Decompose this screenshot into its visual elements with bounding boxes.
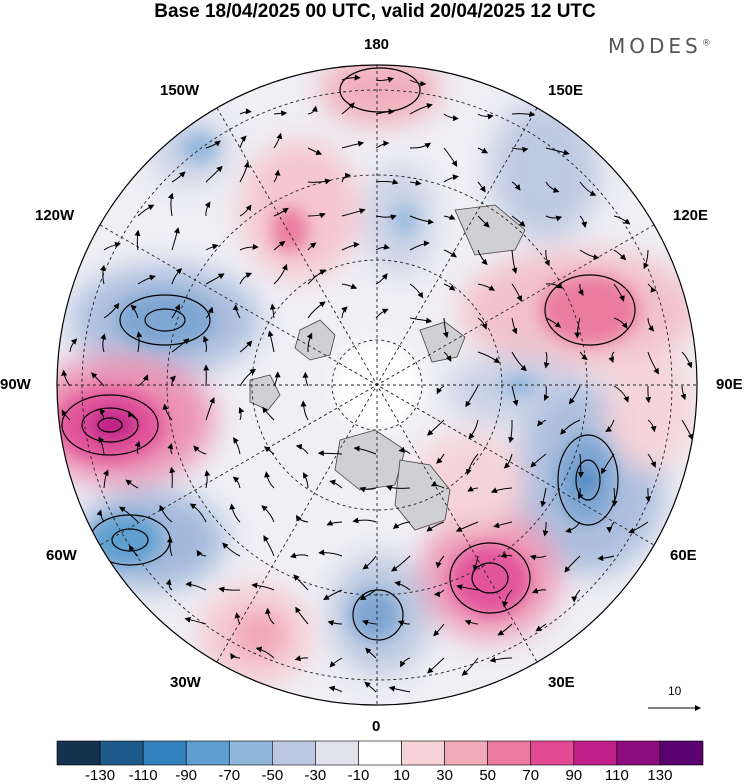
- colorbar-tick-label: 90: [565, 767, 582, 784]
- anomaly-field: [0, 0, 750, 740]
- reference-vector-label: 10: [668, 684, 681, 698]
- polar-map: [0, 0, 750, 740]
- colorbar-tick-label: 110: [605, 767, 629, 784]
- colorbar-swatch: [402, 741, 445, 765]
- colorbar-tick-label: -130: [85, 767, 115, 784]
- colorbar-tick-label: 10: [393, 767, 410, 784]
- colorbar-swatch: [531, 741, 574, 765]
- colorbar-swatch: [660, 741, 703, 765]
- colorbar-tick-label: -70: [218, 767, 240, 784]
- colorbar-tick-label: 130: [647, 767, 672, 784]
- colorbar-swatch: [272, 741, 315, 765]
- colorbar-swatch: [488, 741, 531, 765]
- colorbar-swatch: [358, 741, 401, 765]
- lon-label-150e: 150E: [548, 82, 583, 99]
- colorbar-swatch: [445, 741, 488, 765]
- colorbar: [55, 740, 705, 766]
- lon-label-120e: 120E: [673, 207, 708, 224]
- wind-arrow: [614, 488, 615, 506]
- colorbar-swatch: [143, 741, 186, 765]
- colorbar-tick-label: 70: [522, 767, 539, 784]
- lon-label-90w: 90W: [0, 376, 31, 393]
- lon-label-180: 180: [364, 36, 389, 53]
- lon-label-60e: 60E: [670, 547, 697, 564]
- colorbar-tick-label: -30: [305, 767, 327, 784]
- colorbar-tick-label: 30: [436, 767, 453, 784]
- colorbar-tick-label: -10: [348, 767, 370, 784]
- colorbar-tick-label: -110: [129, 767, 158, 784]
- colorbar-tick-label: 50: [479, 767, 496, 784]
- colorbar-swatch: [574, 741, 617, 765]
- lon-label-0: 0: [372, 718, 380, 735]
- lon-label-120w: 120W: [35, 207, 74, 224]
- colorbar-swatch: [57, 741, 100, 765]
- colorbar-swatch: [186, 741, 229, 765]
- colorbar-swatch: [315, 741, 358, 765]
- lon-label-30w: 30W: [170, 674, 201, 691]
- colorbar-swatch: [100, 741, 143, 765]
- colorbar-swatch: [617, 741, 660, 765]
- colorbar-tick-label: -50: [261, 767, 283, 784]
- colorbar-tick-label: -90: [175, 767, 197, 784]
- lon-label-150w: 150W: [160, 82, 199, 99]
- lon-label-60w: 60W: [46, 547, 77, 564]
- lon-label-90e: 90E: [716, 376, 743, 393]
- colorbar-swatch: [229, 741, 272, 765]
- lon-label-30e: 30E: [548, 674, 575, 691]
